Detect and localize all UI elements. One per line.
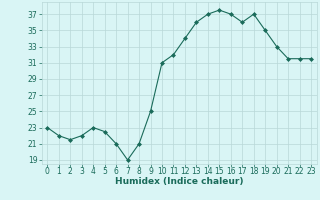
X-axis label: Humidex (Indice chaleur): Humidex (Indice chaleur) — [115, 177, 244, 186]
